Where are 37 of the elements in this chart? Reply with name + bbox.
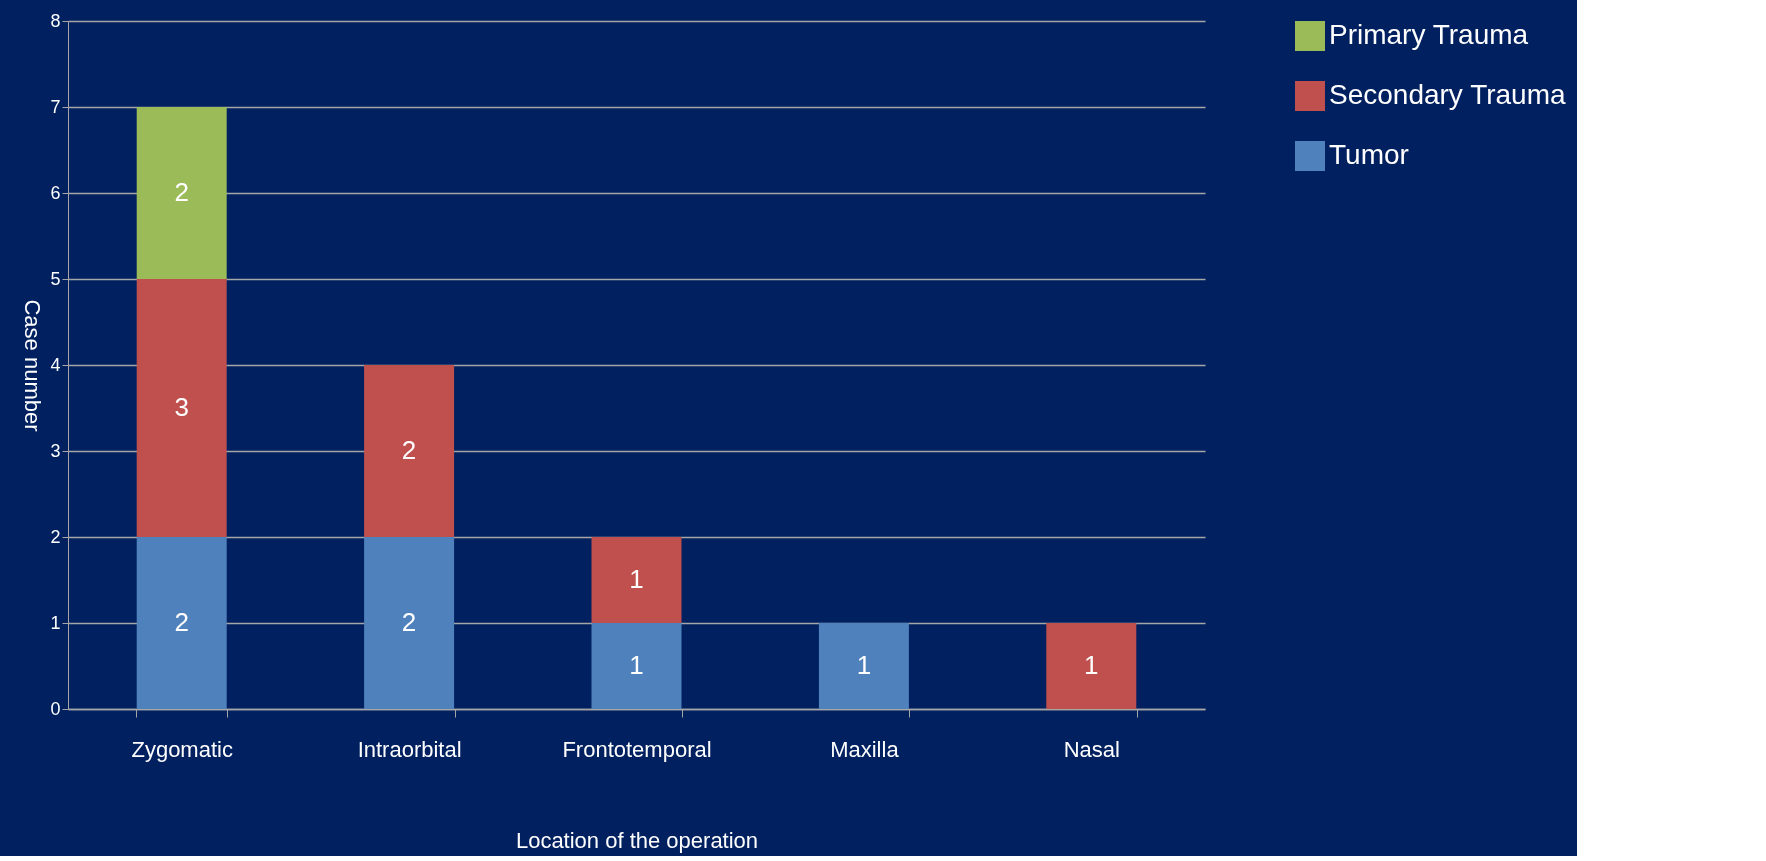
data-label: 1	[629, 650, 644, 680]
data-label: 2	[174, 607, 189, 637]
x-tick-label: Nasal	[1063, 736, 1120, 762]
bar	[136, 107, 227, 279]
data-label: 2	[401, 607, 417, 637]
bar	[1046, 623, 1137, 709]
bar	[364, 365, 455, 537]
y-axis-title: Case number	[20, 299, 46, 432]
x-axis-title: Location of the operation	[515, 827, 759, 853]
data-label: 1	[629, 564, 644, 594]
bar	[591, 623, 682, 709]
y-tick-label: 0	[50, 698, 61, 719]
y-tick-label: 4	[50, 354, 61, 375]
data-label: 2	[174, 177, 189, 207]
legend-label: Primary Trauma	[1329, 19, 1529, 50]
x-tick-label: Zygomatic	[131, 736, 233, 762]
legend-label: Tumor	[1329, 139, 1409, 170]
bar	[818, 623, 909, 709]
bar	[136, 279, 227, 537]
data-label: 2	[401, 435, 417, 465]
x-tick-label: Frontotemporal	[562, 736, 712, 762]
y-tick-label: 6	[50, 182, 61, 203]
y-tick-label: 2	[50, 526, 61, 547]
y-tick-label: 5	[50, 268, 61, 289]
y-tick-label: 8	[50, 10, 61, 31]
x-tick-label: Intraorbital	[357, 736, 462, 762]
bar	[591, 537, 682, 623]
bar	[364, 537, 455, 709]
data-label: 1	[1084, 650, 1099, 680]
x-tick-label: Maxilla	[830, 736, 900, 762]
bar	[136, 537, 227, 709]
y-tick-label: 3	[50, 440, 61, 461]
data-label: 3	[174, 392, 189, 422]
y-tick-label: 7	[50, 96, 61, 117]
data-label: 1	[856, 650, 872, 680]
legend-label: Secondary Trauma	[1329, 79, 1566, 110]
y-tick-label: 1	[50, 612, 61, 633]
